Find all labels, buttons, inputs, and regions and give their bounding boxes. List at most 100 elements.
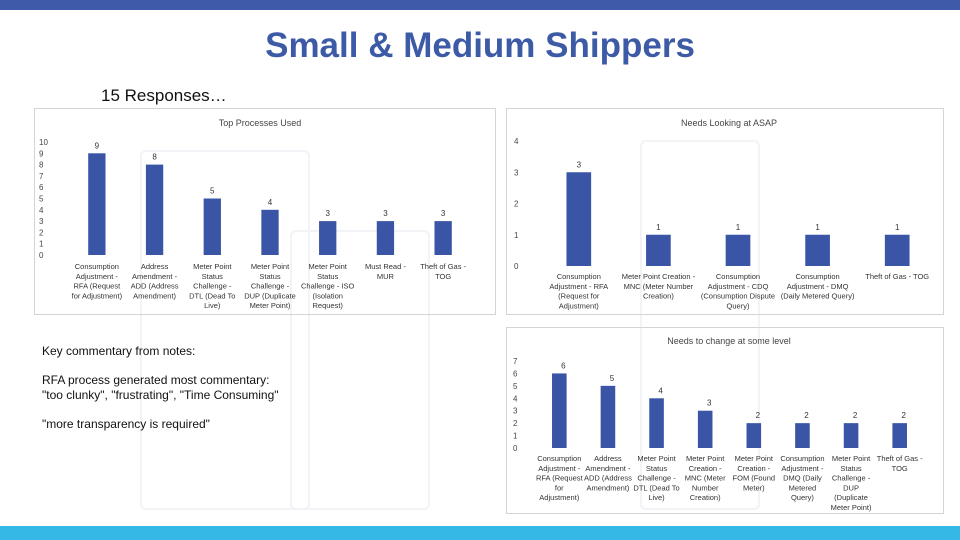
data-label: 2 <box>804 411 809 420</box>
bar <box>566 172 592 266</box>
category-label: Metered <box>789 483 817 492</box>
y-tick-label: 7 <box>39 172 44 181</box>
chart-title: Top Processes Used <box>219 118 302 128</box>
y-tick-label: 5 <box>39 195 44 204</box>
category-label: Query) <box>791 493 814 502</box>
category-label: DUP (Duplicate <box>244 291 296 300</box>
y-tick-label: 8 <box>39 161 44 170</box>
category-label: Live) <box>648 493 665 502</box>
bar <box>552 373 567 448</box>
category-label: Theft of Gas - TOG <box>865 272 929 281</box>
category-label: DTL (Dead To <box>189 291 235 300</box>
bar <box>434 221 452 255</box>
category-label: Consumption <box>780 454 824 463</box>
data-label: 2 <box>901 411 906 420</box>
y-tick-label: 1 <box>513 432 518 441</box>
y-tick-label: 6 <box>513 369 518 378</box>
needs-looking-asap-chart: Needs Looking at ASAP 0 1 2 3 4 3 Consumption Ad… <box>506 108 944 315</box>
category-label: DTL (Dead To <box>633 483 679 492</box>
category-label: for <box>555 483 564 492</box>
category-label: FOM (Found <box>733 474 776 483</box>
category-label: Amendment - <box>132 272 178 281</box>
category-label: Adjustment - DMQ <box>787 282 849 291</box>
background-watermark <box>290 230 430 510</box>
bar <box>746 423 762 448</box>
bar <box>319 221 337 255</box>
category-label: Meter Point <box>832 454 871 463</box>
chart-title: Needs to change at some level <box>667 336 791 346</box>
bottom-accent-band <box>0 526 960 540</box>
y-tick-label: 1 <box>514 231 519 240</box>
data-label: 3 <box>325 209 330 218</box>
y-tick-label: 9 <box>39 149 44 158</box>
bar <box>646 234 671 266</box>
category-label: Theft of Gas - <box>877 454 923 463</box>
category-label: (Isolation <box>312 291 342 300</box>
category-label: DMQ (Daily <box>783 474 822 483</box>
data-label: 3 <box>577 160 582 169</box>
bar <box>649 398 664 448</box>
category-label: Consumption <box>716 272 760 281</box>
category-label: Meter Point Creation - <box>622 272 696 281</box>
category-label: Consumption <box>75 262 119 271</box>
top-accent-band <box>0 0 960 10</box>
category-label: Adjustment - CDQ <box>708 282 769 291</box>
y-tick-label: 2 <box>39 228 44 237</box>
y-tick-label: 3 <box>39 217 44 226</box>
category-label: Consumption <box>795 272 839 281</box>
bar <box>725 234 751 266</box>
bar <box>376 221 395 255</box>
bar <box>261 209 279 255</box>
category-label: Request) <box>312 301 343 310</box>
response-count: 15 Responses… <box>101 86 227 105</box>
category-label: Challenge - <box>251 282 290 291</box>
category-label: Address <box>594 454 622 463</box>
y-tick-label: 0 <box>513 444 518 453</box>
category-label: Status <box>646 464 668 473</box>
bar <box>203 198 221 255</box>
background-watermark <box>640 140 760 510</box>
category-label: Adjustment - RFA <box>549 282 608 291</box>
y-tick-label: 2 <box>514 200 519 209</box>
y-tick-label: 3 <box>514 168 519 177</box>
data-label: 3 <box>441 209 446 218</box>
category-label: TOG <box>435 272 451 281</box>
category-label: Status <box>317 272 339 281</box>
data-label: 6 <box>561 361 566 370</box>
y-tick-label: 0 <box>514 262 519 271</box>
bar <box>697 410 713 448</box>
category-label: Query) <box>727 301 750 310</box>
category-label: Challenge - <box>637 474 676 483</box>
y-tick-label: 7 <box>513 357 518 366</box>
category-label: ADD (Address <box>584 474 632 483</box>
data-label: 2 <box>853 411 858 420</box>
background-watermark <box>140 150 310 510</box>
category-label: TOG <box>892 464 908 473</box>
y-tick-label: 4 <box>39 206 44 215</box>
category-label: Meter Point <box>735 454 774 463</box>
category-label: MNC (Meter Number <box>624 282 694 291</box>
category-label: Consumption <box>537 454 581 463</box>
category-label: Address <box>141 262 169 271</box>
category-label: Adjustment - <box>781 464 824 473</box>
y-tick-label: 4 <box>514 137 519 146</box>
category-label: Meter Point <box>251 262 290 271</box>
data-label: 1 <box>656 223 661 232</box>
category-label: Meter Point <box>309 262 348 271</box>
category-label: Consumption <box>557 272 601 281</box>
category-label: RFA (Request <box>536 474 584 483</box>
data-label: 9 <box>95 141 100 150</box>
data-label: 4 <box>658 386 663 395</box>
data-label: 4 <box>268 198 273 207</box>
data-label: 8 <box>152 153 157 162</box>
bar <box>600 385 616 448</box>
bar <box>843 423 859 448</box>
top-processes-chart: Top Processes Used 0 1 2 3 4 5 6 7 8 9 10 9 Consumpti… <box>34 108 496 315</box>
category-label: Adjustment) <box>539 493 580 502</box>
category-label: (Duplicate <box>834 493 868 502</box>
category-label: Challenge - <box>193 282 232 291</box>
y-tick-label: 2 <box>513 419 518 428</box>
category-label: Creation) <box>690 493 721 502</box>
y-tick-label: 5 <box>513 382 518 391</box>
y-tick-label: 1 <box>39 240 44 249</box>
